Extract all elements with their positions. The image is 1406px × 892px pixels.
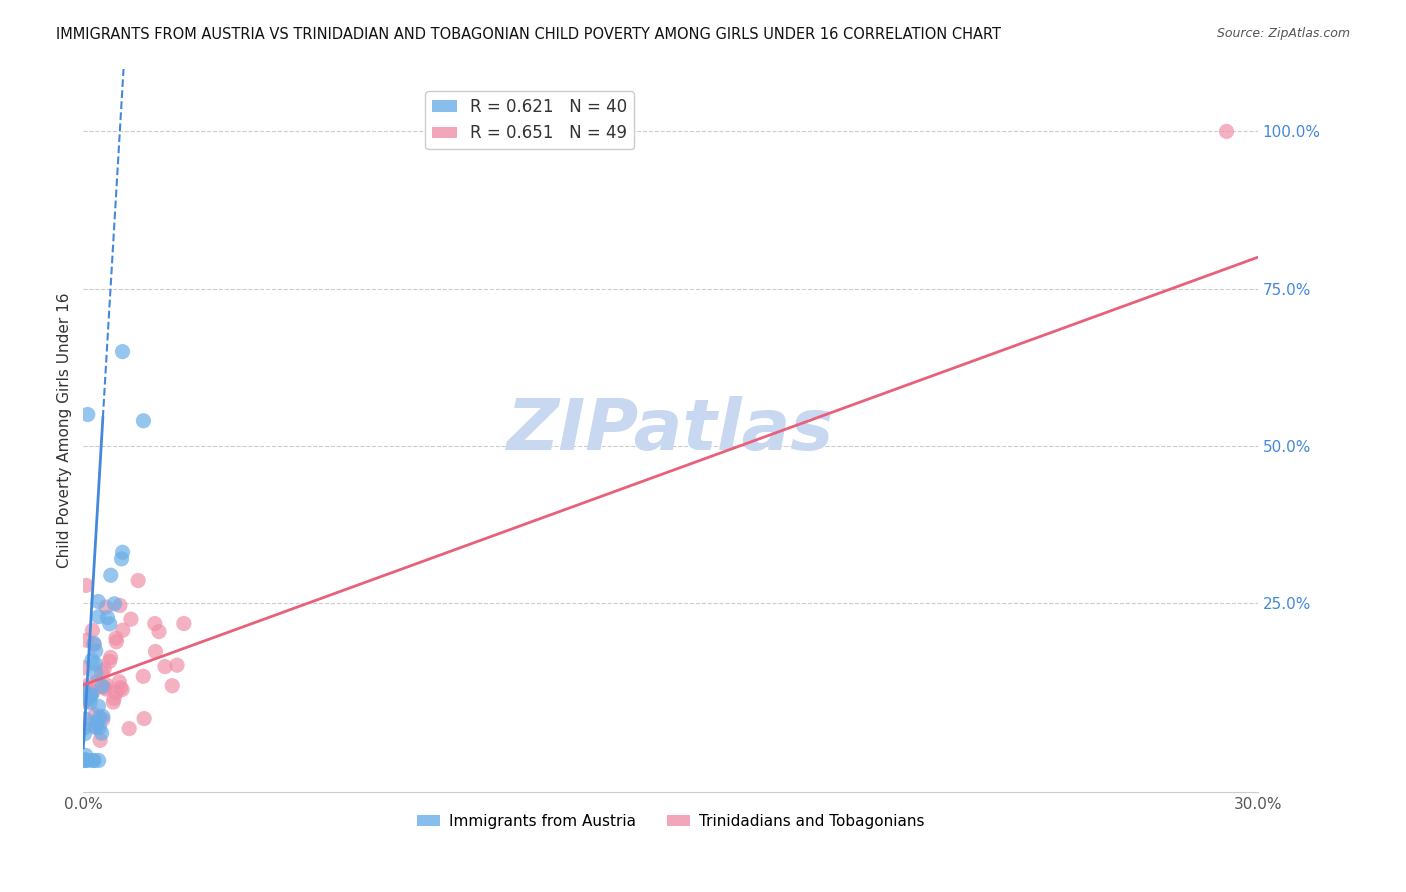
Trinidadians and Tobagonians <box>108 674 131 689</box>
Immigrants from Austria <box>73 727 96 741</box>
Trinidadians and Tobagonians <box>91 713 114 727</box>
Trinidadians and Tobagonians <box>143 616 166 631</box>
Trinidadians and Tobagonians <box>148 624 170 639</box>
Trinidadians and Tobagonians <box>111 682 134 697</box>
Immigrants from Austria <box>83 636 105 650</box>
Immigrants from Austria <box>75 748 97 763</box>
Trinidadians and Tobagonians <box>132 669 155 683</box>
Trinidadians and Tobagonians <box>90 665 112 680</box>
Text: IMMIGRANTS FROM AUSTRIA VS TRINIDADIAN AND TOBAGONIAN CHILD POVERTY AMONG GIRLS : IMMIGRANTS FROM AUSTRIA VS TRINIDADIAN A… <box>56 27 1001 42</box>
Immigrants from Austria <box>80 688 103 702</box>
Immigrants from Austria <box>89 721 111 735</box>
Immigrants from Austria <box>87 609 110 624</box>
Trinidadians and Tobagonians <box>73 661 96 675</box>
Y-axis label: Child Poverty Among Girls Under 16: Child Poverty Among Girls Under 16 <box>58 293 72 568</box>
Trinidadians and Tobagonians <box>84 707 107 722</box>
Trinidadians and Tobagonians <box>120 612 142 626</box>
Trinidadians and Tobagonians <box>104 631 127 645</box>
Immigrants from Austria <box>82 754 104 768</box>
Trinidadians and Tobagonians <box>73 686 96 700</box>
Trinidadians and Tobagonians <box>93 662 115 676</box>
Immigrants from Austria <box>80 653 103 667</box>
Trinidadians and Tobagonians <box>118 722 141 736</box>
Immigrants from Austria <box>84 657 107 671</box>
Trinidadians and Tobagonians <box>145 644 167 658</box>
Trinidadians and Tobagonians <box>153 659 176 673</box>
Trinidadians and Tobagonians <box>75 578 97 592</box>
Immigrants from Austria <box>96 610 118 624</box>
Immigrants from Austria <box>86 714 108 729</box>
Immigrants from Austria <box>90 726 112 740</box>
Immigrants from Austria <box>91 709 114 723</box>
Immigrants from Austria <box>80 689 103 703</box>
Immigrants from Austria <box>111 545 134 559</box>
Immigrants from Austria <box>72 722 94 736</box>
Trinidadians and Tobagonians <box>105 634 128 648</box>
Immigrants from Austria <box>89 710 111 724</box>
Trinidadians and Tobagonians <box>105 685 128 699</box>
Trinidadians and Tobagonians <box>1215 124 1237 138</box>
Trinidadians and Tobagonians <box>166 658 188 673</box>
Trinidadians and Tobagonians <box>77 678 100 692</box>
Immigrants from Austria <box>83 754 105 768</box>
Trinidadians and Tobagonians <box>94 600 117 615</box>
Immigrants from Austria <box>87 699 110 714</box>
Trinidadians and Tobagonians <box>160 679 183 693</box>
Trinidadians and Tobagonians <box>89 733 111 747</box>
Immigrants from Austria <box>84 721 107 735</box>
Immigrants from Austria <box>76 408 98 422</box>
Text: ZIPatlas: ZIPatlas <box>508 396 834 465</box>
Immigrants from Austria <box>77 691 100 706</box>
Immigrants from Austria <box>103 597 125 611</box>
Immigrants from Austria <box>91 679 114 693</box>
Trinidadians and Tobagonians <box>100 650 122 665</box>
Immigrants from Austria <box>84 644 107 658</box>
Immigrants from Austria <box>111 344 134 359</box>
Trinidadians and Tobagonians <box>73 752 96 766</box>
Trinidadians and Tobagonians <box>84 719 107 733</box>
Trinidadians and Tobagonians <box>98 654 121 668</box>
Trinidadians and Tobagonians <box>173 616 195 631</box>
Immigrants from Austria <box>110 552 132 566</box>
Trinidadians and Tobagonians <box>76 633 98 648</box>
Text: Source: ZipAtlas.com: Source: ZipAtlas.com <box>1216 27 1350 40</box>
Trinidadians and Tobagonians <box>79 717 101 731</box>
Immigrants from Austria <box>87 594 110 608</box>
Immigrants from Austria <box>72 682 94 697</box>
Trinidadians and Tobagonians <box>82 685 104 699</box>
Immigrants from Austria <box>87 754 110 768</box>
Legend: Immigrants from Austria, Trinidadians and Tobagonians: Immigrants from Austria, Trinidadians an… <box>411 808 931 835</box>
Immigrants from Austria <box>79 695 101 709</box>
Trinidadians and Tobagonians <box>110 681 132 695</box>
Immigrants from Austria <box>100 568 122 582</box>
Trinidadians and Tobagonians <box>93 681 115 695</box>
Immigrants from Austria <box>84 665 107 680</box>
Trinidadians and Tobagonians <box>75 694 97 708</box>
Trinidadians and Tobagonians <box>86 674 108 689</box>
Trinidadians and Tobagonians <box>103 691 125 706</box>
Trinidadians and Tobagonians <box>94 677 117 691</box>
Trinidadians and Tobagonians <box>83 638 105 652</box>
Trinidadians and Tobagonians <box>76 692 98 706</box>
Immigrants from Austria <box>75 753 97 767</box>
Trinidadians and Tobagonians <box>82 624 104 638</box>
Trinidadians and Tobagonians <box>103 695 125 709</box>
Immigrants from Austria <box>72 754 94 768</box>
Trinidadians and Tobagonians <box>111 623 134 637</box>
Immigrants from Austria <box>98 616 121 631</box>
Trinidadians and Tobagonians <box>127 574 149 588</box>
Trinidadians and Tobagonians <box>134 712 156 726</box>
Immigrants from Austria <box>73 754 96 768</box>
Trinidadians and Tobagonians <box>94 681 117 696</box>
Immigrants from Austria <box>132 414 155 428</box>
Trinidadians and Tobagonians <box>108 599 131 613</box>
Immigrants from Austria <box>75 712 97 726</box>
Trinidadians and Tobagonians <box>80 684 103 698</box>
Immigrants from Austria <box>76 754 98 768</box>
